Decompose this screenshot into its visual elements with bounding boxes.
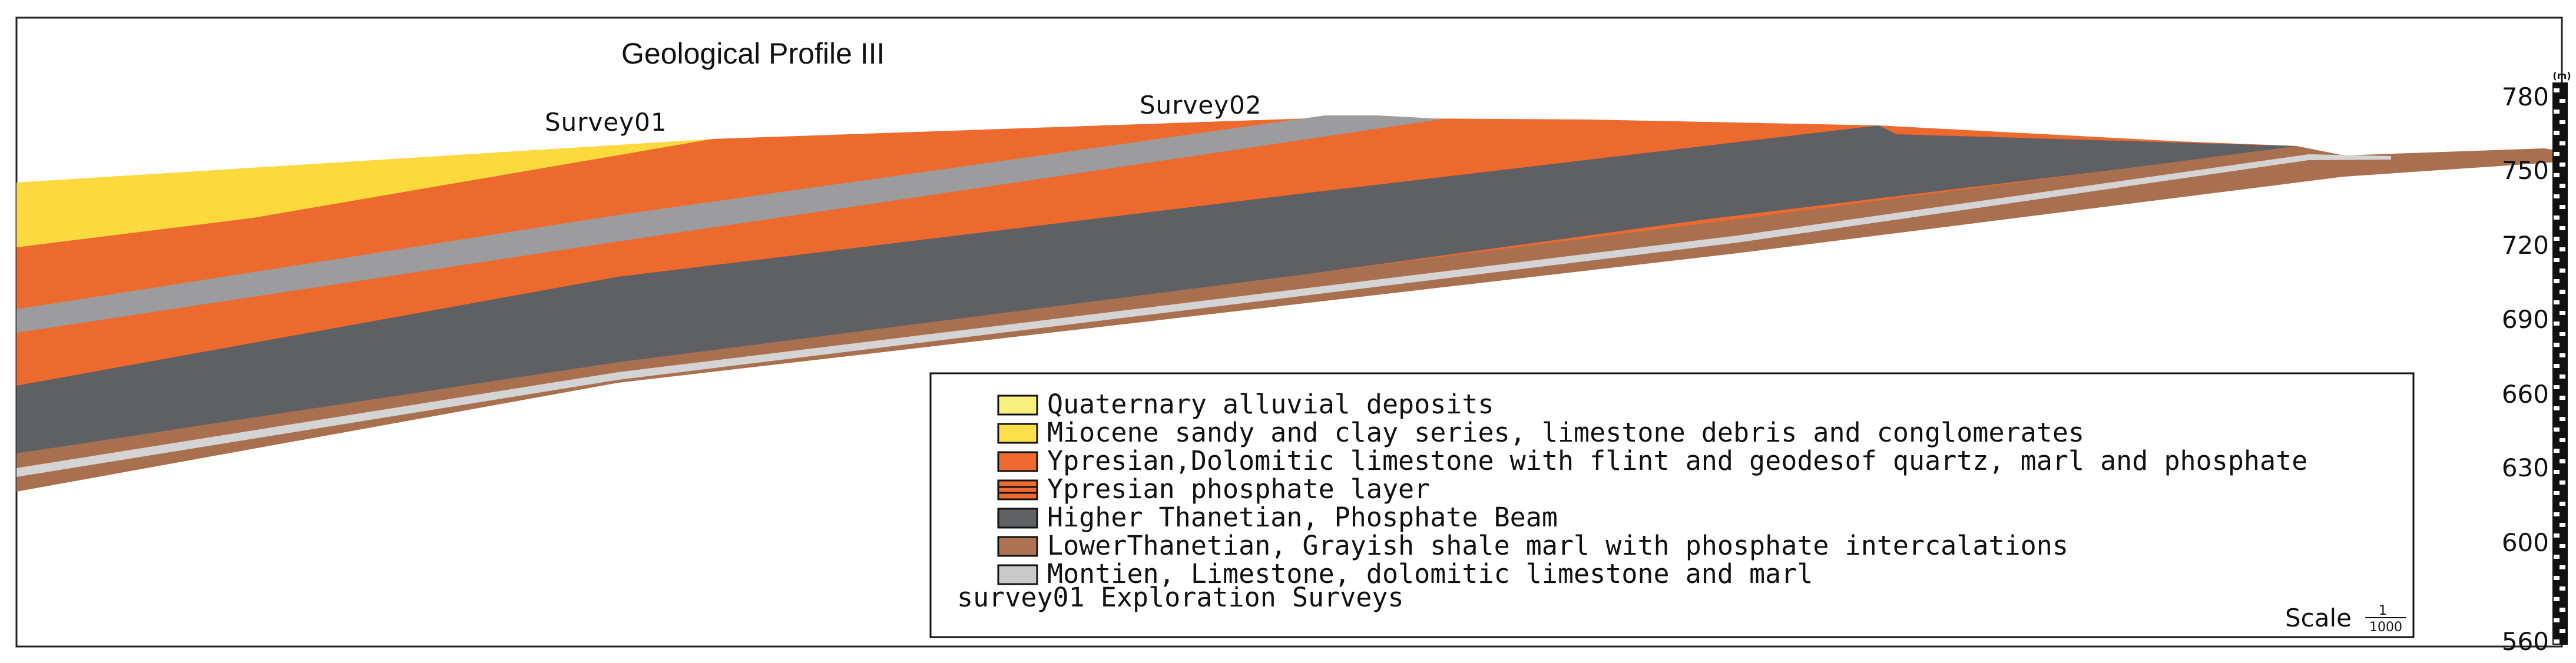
legend-label: Ypresian,Dolomitic limestone with flint … [1047, 445, 2307, 476]
scale-notch [2554, 618, 2560, 622]
axis-tick-label: 720 [2502, 231, 2549, 260]
scale-notch [2554, 364, 2560, 368]
axis-ticks: 780 750 720 690 660 630 600 560 [2502, 82, 2549, 656]
legend-swatch [997, 508, 1038, 529]
scale-notch [2560, 629, 2565, 633]
layer-phosphate-grey [16, 115, 1443, 333]
scale-notch [2554, 449, 2560, 453]
scale-notch [2560, 184, 2565, 188]
scale-notch [2560, 205, 2565, 209]
scale-notch [2554, 258, 2560, 262]
legend-swatch [997, 451, 1038, 472]
legend-swatch [997, 564, 1038, 585]
scale-notch [2554, 533, 2560, 538]
scale-notch [2554, 512, 2560, 516]
legend-swatch [997, 536, 1038, 557]
scale-notch [2554, 576, 2560, 580]
scale-notch [2554, 491, 2560, 495]
scale-bar-rect [2552, 82, 2568, 645]
legend-label: Montien, Limestone, dolomitic limestone … [1047, 558, 1813, 589]
scale-notch [2560, 311, 2565, 315]
axis-tick-label: 660 [2502, 380, 2549, 409]
axis-tick-label: 600 [2502, 528, 2549, 557]
scale-notch [2554, 194, 2560, 198]
scale-notch [2560, 99, 2565, 103]
scale-notch [2560, 502, 2565, 506]
scale-notch [2560, 163, 2565, 167]
scale-notch [2560, 438, 2565, 442]
legend-survey-note: survey01 Exploration Surveys [957, 582, 1404, 613]
scale-denominator: 1000 [2369, 620, 2402, 635]
scale-notch [2560, 586, 2565, 591]
scale-notch [2560, 141, 2565, 145]
scale-notch [2560, 120, 2565, 124]
legend-swatch [997, 395, 1038, 416]
scale-notch [2560, 247, 2565, 251]
geological-layers [16, 115, 2560, 492]
axis-tick-label: 630 [2502, 453, 2549, 482]
scale-notch [2560, 480, 2565, 485]
scale-notch [2560, 523, 2565, 527]
scale-notch [2554, 88, 2560, 92]
axis-tick-label: 750 [2502, 156, 2549, 185]
scale-notch [2554, 237, 2560, 241]
scale-notch [2554, 321, 2560, 326]
scale-notch [2554, 110, 2560, 114]
scale-notch [2554, 131, 2560, 135]
legend-label: Miocene sandy and clay series, limestone… [1047, 417, 2084, 448]
scale-notch [2560, 417, 2565, 421]
scale-notch [2560, 374, 2565, 379]
scale-notch [2560, 396, 2565, 400]
legend-swatch [997, 479, 1038, 500]
scale-notch [2554, 300, 2560, 304]
layer-miocene [16, 139, 713, 247]
scale-numerator: 1 [2379, 604, 2387, 618]
elevation-scale-bar: (m) [2552, 70, 2571, 645]
scale-notch [2554, 173, 2560, 177]
scale-notch [2560, 268, 2565, 273]
scale-notch [2554, 343, 2560, 347]
scale-notch [2560, 459, 2565, 463]
scale-word: Scale [2285, 604, 2352, 632]
scale-notch [2554, 216, 2560, 220]
legend-label: LowerThanetian, Grayish shale marl with … [1047, 530, 2068, 561]
scale-notch [2554, 639, 2560, 644]
scale-notch [2554, 152, 2560, 156]
legend-label: Higher Thanetian, Phosphate Beam [1047, 502, 1558, 533]
legend-label: Ypresian phosphate layer [1047, 473, 1430, 505]
scale-notch [2554, 406, 2560, 410]
scale-notch [2560, 290, 2565, 294]
scale-notch [2554, 555, 2560, 559]
axis-tick-label: 560 [2502, 627, 2549, 656]
scale-notch [2560, 332, 2565, 336]
scale-notch [2560, 608, 2565, 612]
survey-label-1: Survey01 [545, 108, 667, 137]
axis-tick-label: 690 [2502, 305, 2549, 334]
survey-label-2: Survey02 [1140, 91, 1262, 120]
scale-notch [2560, 544, 2565, 548]
scale-notch [2560, 565, 2565, 569]
scale-notch [2560, 226, 2565, 230]
scale-notch [2554, 385, 2560, 389]
scale-notch [2554, 279, 2560, 283]
diagram-title: Geological Profile III [621, 37, 885, 70]
legend-label: Quaternary alluvial deposits [1047, 389, 1494, 420]
scale-notch [2554, 470, 2560, 474]
axis-unit: (m) [2552, 70, 2571, 81]
scale-notch [2554, 427, 2560, 432]
legend-box [929, 372, 2415, 638]
scale-notch [2560, 353, 2565, 357]
legend-swatch [997, 423, 1038, 444]
axis-tick-label: 780 [2502, 82, 2549, 111]
layer-thanetian-lower [16, 146, 2560, 492]
scale-notch [2554, 597, 2560, 601]
